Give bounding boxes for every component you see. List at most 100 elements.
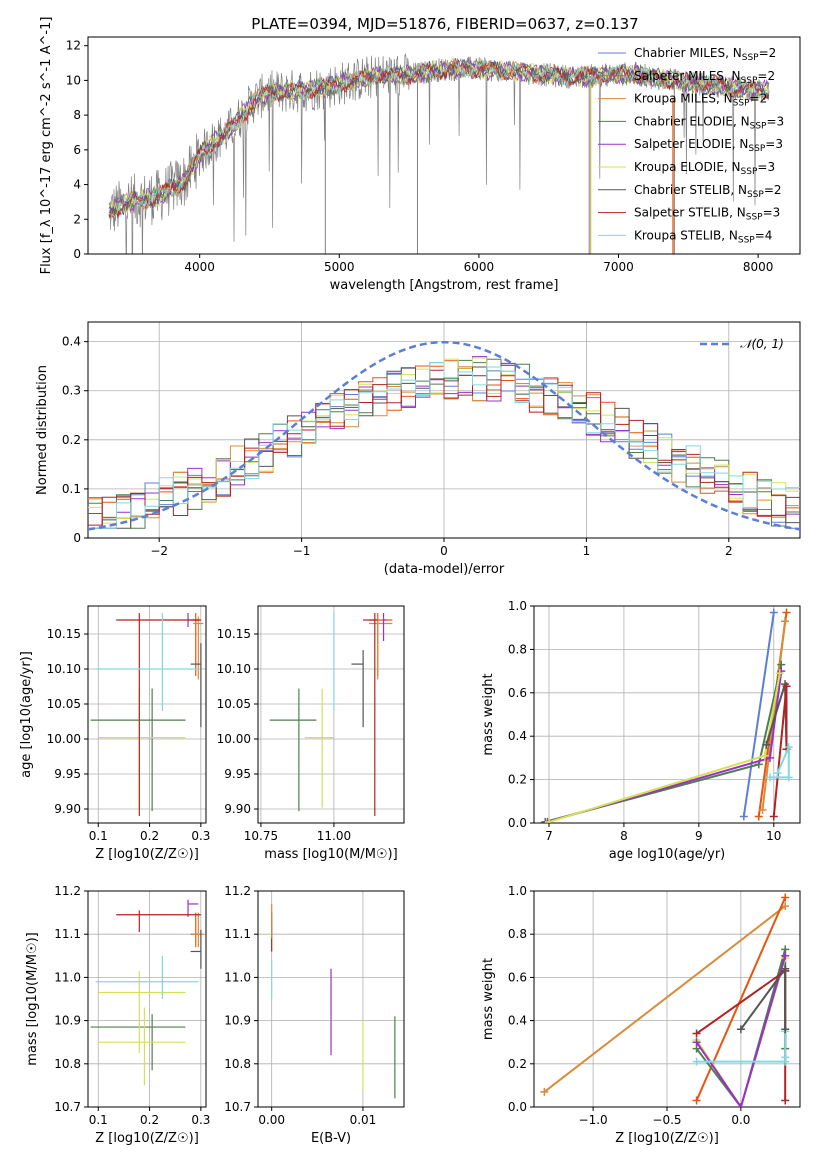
mass-vs-ebv-panel: 0.00 0.01 10.7 10.8 10.9 11.0 11.1 11.2 E(B-V) <box>224 884 405 1146</box>
x-tick-label: 0 <box>440 544 448 558</box>
x-tick-label: 9 <box>695 829 703 843</box>
weight-line <box>696 1031 787 1063</box>
x-tick-label: 0.2 <box>140 829 159 843</box>
x-tick-label: 0.01 <box>350 1113 377 1127</box>
model-fit-line <box>108 59 770 213</box>
y-axis-label: mass [log10(M/M☉)] <box>25 932 40 1065</box>
y-tick-label: 4 <box>73 178 81 192</box>
error-bars <box>90 899 204 1086</box>
y-tick-label: 0.0 <box>508 816 527 830</box>
y-tick-label: 10.00 <box>217 732 251 746</box>
plus-marker <box>781 902 790 911</box>
y-tick-label: 0.2 <box>62 433 81 447</box>
x-tick-label: 10 <box>766 829 781 843</box>
model-fit-line <box>108 58 770 218</box>
x-tick-label: 2 <box>725 544 733 558</box>
axes-frame <box>257 605 405 824</box>
plus-marker <box>781 1025 790 1034</box>
y-tick-label: 0.2 <box>508 1057 527 1071</box>
plus-marker <box>781 617 790 626</box>
y-tick-label: 10.7 <box>224 1100 251 1114</box>
model-fit-line <box>108 59 770 221</box>
x-axis-label: Z [log10(Z/Z☉)] <box>95 1131 199 1146</box>
y-tick-label: 10.8 <box>54 1057 81 1071</box>
x-axis-label: age log10(age/yr) <box>609 847 726 862</box>
x-tick-label: 8000 <box>743 260 774 274</box>
y-tick-label: 10.10 <box>47 662 81 676</box>
axes-frame <box>257 890 405 1108</box>
figure-title: PLATE=0394, MJD=51876, FIBERID=0637, z=0… <box>251 15 638 33</box>
y-tick-label: 2 <box>73 212 81 226</box>
x-tick-label: −1.0 <box>579 1113 608 1127</box>
y-tick-label: 10.15 <box>217 627 251 641</box>
plus-marker <box>766 773 775 782</box>
plus-marker <box>760 751 769 760</box>
plus-marker <box>782 682 791 691</box>
plus-marker <box>773 769 782 778</box>
x-tick-label: 8 <box>620 829 628 843</box>
x-tick-label: −0.5 <box>652 1113 681 1127</box>
y-tick-label: 0 <box>73 531 81 545</box>
weight-lines <box>541 608 793 823</box>
massweight-vs-age-panel: 7 8 9 10 0.0 0.2 0.4 0.6 0.8 1.0 age log10(age/yr)… <box>481 599 801 862</box>
y-tick-label: 0 <box>73 247 81 261</box>
plus-marker <box>762 740 771 749</box>
y-tick-label: 0.4 <box>508 1014 527 1028</box>
histogram-panel: −2 −1 0 1 2 0 0.1 0.2 0.3 0.4 (data-model)/error No… <box>35 321 801 577</box>
x-tick-label: 0.1 <box>89 1113 108 1127</box>
plus-marker <box>758 805 767 814</box>
histogram-step-line <box>88 362 800 529</box>
y-tick-label: 0.6 <box>508 970 527 984</box>
plus-marker <box>692 1096 701 1105</box>
legend-entry: Chabrier STELIB, NSSP=2 <box>634 183 782 200</box>
y-tick-label: 9.90 <box>54 802 81 816</box>
weight-line <box>695 955 787 1107</box>
plus-marker <box>692 1029 701 1038</box>
plus-marker <box>736 1025 745 1034</box>
legend-entry: Chabrier MILES, NSSP=2 <box>634 46 776 63</box>
x-tick-label: 0.00 <box>258 1113 285 1127</box>
error-bars <box>90 613 204 816</box>
x-tick-label: 5000 <box>324 260 355 274</box>
y-tick-label: 10.00 <box>47 732 81 746</box>
normal-reference-curve <box>88 340 800 531</box>
legend-entry: Chabrier ELODIE, NSSP=3 <box>634 114 784 131</box>
x-tick-label: 7000 <box>603 260 634 274</box>
y-tick-label: 0.8 <box>508 927 527 941</box>
plus-marker <box>739 812 748 821</box>
y-tick-label: 0.2 <box>508 773 527 787</box>
y-tick-label: 9.90 <box>224 802 251 816</box>
plus-marker <box>692 1038 701 1047</box>
axes-frame <box>87 605 207 824</box>
y-axis-label: Normed distribution <box>35 365 50 495</box>
legend-entry: 𝒩(0, 1) <box>740 337 784 351</box>
axes-frame <box>87 890 207 1108</box>
weight-line <box>543 905 786 1093</box>
y-tick-label: 10.8 <box>224 1057 251 1071</box>
x-tick-label: 11.00 <box>317 829 351 843</box>
y-tick-label: 0.8 <box>508 642 527 656</box>
weight-lines <box>540 893 790 1107</box>
weight-line <box>548 673 781 823</box>
x-tick-label: 1 <box>583 544 591 558</box>
plus-marker <box>781 1096 790 1105</box>
plus-marker <box>769 608 778 617</box>
y-tick-label: 11.0 <box>54 970 81 984</box>
plus-marker <box>781 1053 790 1062</box>
y-tick-label: 0.1 <box>62 482 81 496</box>
plus-marker <box>544 817 553 823</box>
y-tick-label: 10.15 <box>47 627 81 641</box>
y-tick-label: 6 <box>73 143 81 157</box>
x-tick-label: 6000 <box>464 260 495 274</box>
y-tick-label: 1.0 <box>508 884 527 898</box>
y-tick-label: 1.0 <box>508 599 527 613</box>
plus-marker <box>769 812 778 821</box>
axes-frame <box>533 605 801 824</box>
x-tick-label: 4000 <box>184 260 215 274</box>
x-tick-label: 0.3 <box>191 1113 210 1127</box>
legend-entry: Salpeter STELIB, NSSP=3 <box>634 206 780 223</box>
histogram-steps <box>88 340 800 531</box>
y-tick-label: 0.6 <box>508 686 527 700</box>
massweight-vs-Z-panel: −1.0 −0.5 0.0 0.0 0.2 0.4 0.6 0.8 1.0 Z [log10(Z/… <box>481 884 801 1146</box>
y-tick-label: 11.1 <box>54 927 81 941</box>
